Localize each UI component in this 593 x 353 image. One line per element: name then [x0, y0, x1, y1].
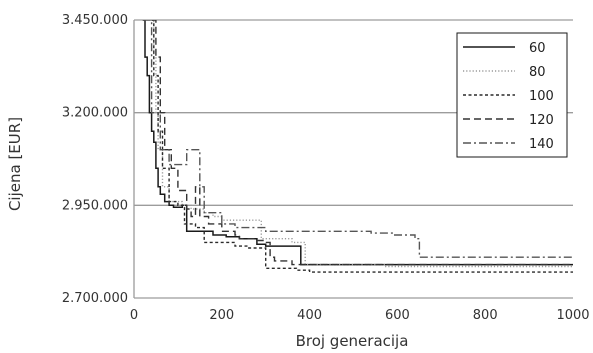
x-axis-title: Broj generacija — [296, 332, 409, 350]
x-tick-label: 0 — [130, 308, 138, 323]
y-tick-label: 2.700.000 — [62, 291, 128, 306]
series-line-140 — [142, 20, 573, 258]
x-tick-label: 600 — [385, 308, 410, 323]
legend-label-100: 100 — [529, 89, 554, 104]
x-tick-label: 1000 — [556, 308, 589, 323]
series-line-120 — [151, 20, 573, 266]
x-tick-label: 200 — [209, 308, 234, 323]
legend-label-80: 80 — [529, 65, 546, 80]
series-layer — [142, 20, 573, 273]
x-tick-label: 400 — [297, 308, 322, 323]
x-tick-label: 800 — [473, 308, 498, 323]
legend-label-120: 120 — [529, 113, 554, 128]
legend-label-60: 60 — [529, 41, 546, 56]
grid-layer — [134, 19, 573, 299]
y-tick-label: 3.200.000 — [62, 106, 128, 121]
y-tick-label: 3.450.000 — [62, 13, 128, 28]
y-tick-label: 2.950.000 — [62, 198, 128, 213]
y-axis-title: Cijena [EUR] — [6, 117, 24, 211]
axis-layer: 2.700.000 2.950.000 3.200.000 3.450.000 0 200… — [62, 13, 590, 323]
legend-label-140: 140 — [529, 137, 554, 152]
legend: 60 80 100 120 140 — [456, 32, 568, 158]
series-line-80 — [151, 20, 573, 268]
